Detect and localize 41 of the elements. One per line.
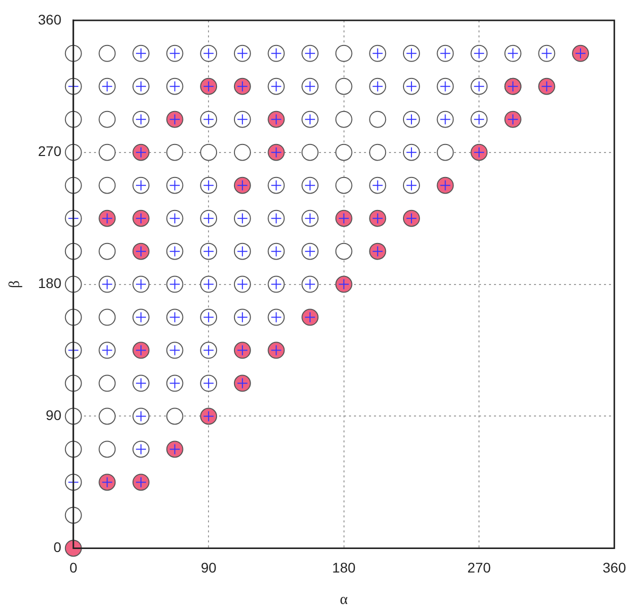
- point: [335, 276, 352, 293]
- y-tick-label: 90: [46, 407, 62, 424]
- point: [470, 144, 488, 161]
- y-tick-label: 180: [38, 275, 62, 292]
- point: [234, 78, 251, 95]
- point: [402, 210, 420, 227]
- point: [132, 242, 150, 260]
- point: [234, 176, 251, 194]
- point: [166, 440, 184, 458]
- point: [98, 210, 116, 227]
- y-tick-label: 0: [54, 539, 62, 556]
- y-axis-title: β: [6, 280, 23, 288]
- point: [436, 176, 454, 194]
- point: [302, 308, 319, 326]
- point: [504, 110, 522, 128]
- point: [268, 110, 285, 128]
- point: [234, 374, 251, 392]
- x-tick-label: 270: [467, 559, 491, 576]
- point: [200, 408, 218, 425]
- point: [369, 210, 386, 227]
- point: [538, 78, 556, 95]
- x-tick-label: 180: [332, 559, 356, 576]
- x-tick-label: 360: [602, 559, 626, 576]
- point: [98, 474, 116, 491]
- point: [132, 144, 150, 161]
- point: [268, 144, 285, 161]
- point: [335, 210, 352, 227]
- y-tick-label: 360: [38, 11, 62, 28]
- point: [132, 210, 150, 227]
- point: [572, 44, 590, 62]
- point: [132, 474, 150, 491]
- x-tick-label: 0: [69, 559, 78, 576]
- x-tick-label: 90: [200, 559, 217, 576]
- point: [166, 110, 184, 128]
- point: [132, 342, 150, 359]
- point: [234, 342, 251, 359]
- point: [200, 78, 218, 95]
- y-tick-label: 270: [38, 143, 62, 160]
- x-axis-title: α: [340, 592, 348, 608]
- point: [369, 242, 386, 260]
- point: [268, 342, 285, 359]
